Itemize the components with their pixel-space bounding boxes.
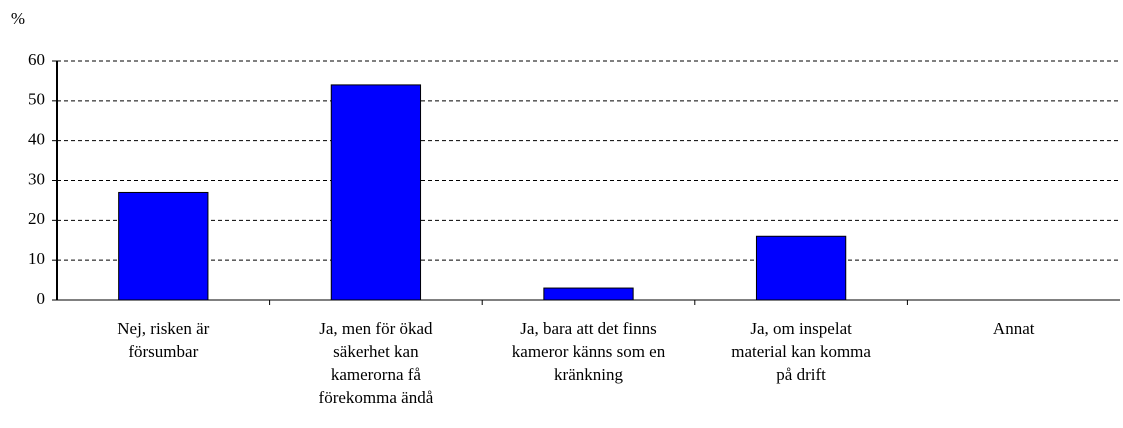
bar [330,84,422,301]
x-tick-label: Ja, om inspelat material kan komma på drif… [731,319,871,384]
y-axis-label: % [11,9,25,28]
x-tick-label: Annat [993,319,1035,338]
bar [543,287,634,301]
x-tick-label: Ja, bara att det finns kameror känns som … [512,319,666,384]
y-tick-label: 50 [28,90,45,109]
y-tick-label: 20 [28,209,45,228]
x-tick-label: Nej, risken är försumbar [117,319,209,361]
y-tick-label: 30 [28,169,45,188]
bar [118,191,209,301]
y-tick-label: 40 [28,130,45,149]
y-tick-label: 60 [28,50,45,69]
bar [755,235,847,301]
y-tick-label: 0 [37,289,46,308]
y-tick-label: 10 [28,249,45,268]
x-tick-label: Ja, men för ökad säkerhet kan kamerorna få… [319,319,434,407]
